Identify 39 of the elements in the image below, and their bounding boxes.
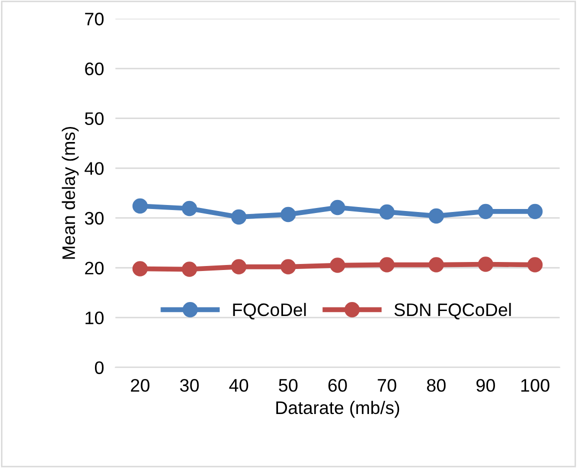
x-tick-label: 100 bbox=[521, 378, 550, 392]
y-tick-label: 30 bbox=[84, 212, 104, 225]
point bbox=[182, 200, 198, 216]
x-tick-label: 40 bbox=[229, 378, 248, 392]
point bbox=[182, 262, 198, 277]
point bbox=[527, 257, 543, 272]
point bbox=[379, 257, 395, 272]
point bbox=[428, 208, 444, 224]
point bbox=[379, 204, 395, 220]
legend-label: SDN FQCoDel bbox=[394, 302, 511, 320]
y-tick-label: 40 bbox=[84, 162, 104, 175]
x-tick-label: 70 bbox=[378, 378, 396, 392]
point bbox=[231, 259, 246, 274]
point bbox=[280, 259, 296, 274]
y-tick-label: 60 bbox=[85, 62, 104, 76]
point bbox=[527, 204, 543, 220]
y-tick-label: 10 bbox=[86, 312, 104, 324]
y-tick-label: 20 bbox=[85, 262, 104, 274]
x-tick-label: 60 bbox=[328, 378, 347, 392]
y-tick-label: 70 bbox=[85, 12, 104, 26]
point bbox=[330, 200, 346, 216]
y-tick-label: 0 bbox=[94, 361, 104, 374]
point bbox=[478, 256, 494, 272]
x-tick-label: 80 bbox=[427, 378, 446, 392]
point bbox=[330, 258, 346, 273]
y-axis-title: Mean delay (ms) bbox=[62, 126, 79, 259]
point bbox=[231, 209, 246, 225]
x-tick-label: 90 bbox=[476, 378, 495, 392]
x-tick-label: 30 bbox=[180, 378, 199, 392]
x-axis-title: Datarate (mb/s) bbox=[276, 400, 400, 418]
point bbox=[132, 261, 148, 276]
y-tick-label: 50 bbox=[84, 112, 104, 126]
x-tick-label: 50 bbox=[278, 378, 298, 392]
legend-label: FQCoDel bbox=[233, 302, 306, 320]
point bbox=[428, 257, 444, 272]
point bbox=[132, 198, 148, 214]
point bbox=[478, 204, 494, 220]
x-tick-label: 20 bbox=[130, 378, 150, 392]
point bbox=[280, 206, 296, 222]
